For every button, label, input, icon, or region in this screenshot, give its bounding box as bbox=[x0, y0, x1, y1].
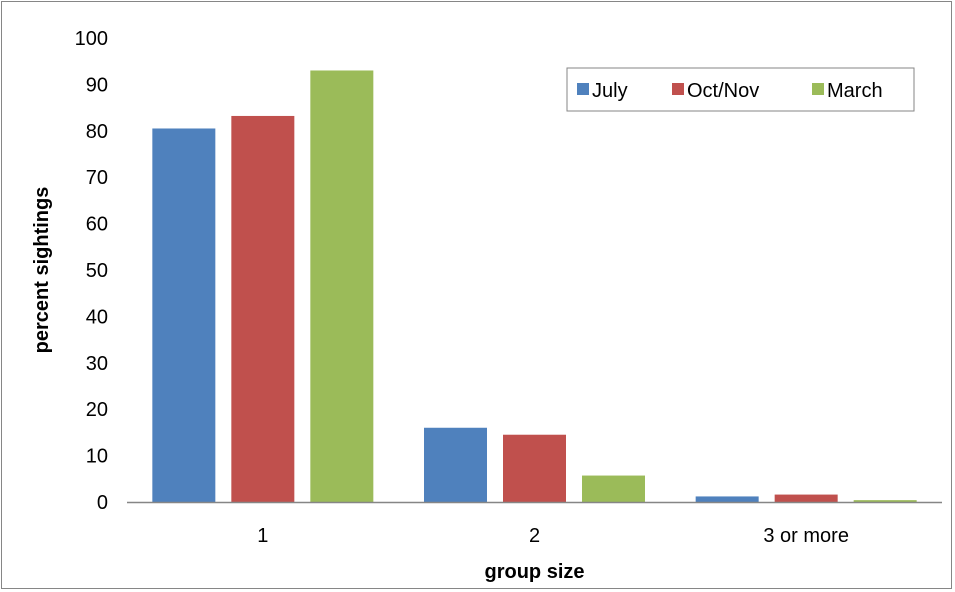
y-tick-label: 10 bbox=[86, 446, 108, 468]
bar-july-2 bbox=[695, 496, 759, 502]
y-tick-label: 70 bbox=[86, 167, 108, 189]
bar-oct-nov-2 bbox=[774, 494, 838, 502]
y-tick-label: 100 bbox=[75, 28, 108, 50]
y-tick-label: 40 bbox=[86, 306, 108, 328]
x-tick-label: 3 or more bbox=[763, 525, 849, 547]
y-tick-label: 90 bbox=[86, 74, 108, 96]
bar-july-1 bbox=[424, 427, 487, 502]
legend-box bbox=[566, 67, 915, 112]
x-tick-label: 2 bbox=[529, 525, 540, 547]
legend-label: March bbox=[827, 80, 883, 102]
bars bbox=[152, 70, 917, 503]
bar-march-0 bbox=[310, 70, 374, 502]
y-tick-label: 50 bbox=[86, 260, 108, 282]
y-tick-label: 0 bbox=[97, 492, 108, 514]
legend-swatch bbox=[577, 83, 589, 95]
legend-label: Oct/Nov bbox=[687, 80, 759, 102]
legend: July Oct/Nov March bbox=[566, 67, 915, 112]
bar-july-0 bbox=[152, 128, 216, 503]
y-tick-label: 30 bbox=[86, 353, 108, 375]
legend-swatch bbox=[812, 83, 824, 95]
y-axis-ticks: 0 10 20 30 40 50 60 70 80 90 100 bbox=[75, 28, 108, 514]
bar-march-1 bbox=[582, 475, 645, 502]
x-axis-title: group size bbox=[484, 561, 584, 583]
y-tick-label: 60 bbox=[86, 214, 108, 236]
y-tick-label: 80 bbox=[86, 121, 108, 143]
legend-label: July bbox=[592, 80, 628, 102]
bar-march-2 bbox=[853, 500, 917, 502]
bar-oct-nov-1 bbox=[503, 434, 566, 502]
legend-swatch bbox=[672, 83, 684, 95]
bar-oct-nov-0 bbox=[231, 115, 295, 503]
x-tick-label: 1 bbox=[257, 525, 268, 547]
y-axis-title: percent sightings bbox=[31, 187, 53, 354]
x-axis-ticks: 1 2 3 or more bbox=[257, 525, 849, 547]
y-tick-label: 20 bbox=[86, 399, 108, 421]
